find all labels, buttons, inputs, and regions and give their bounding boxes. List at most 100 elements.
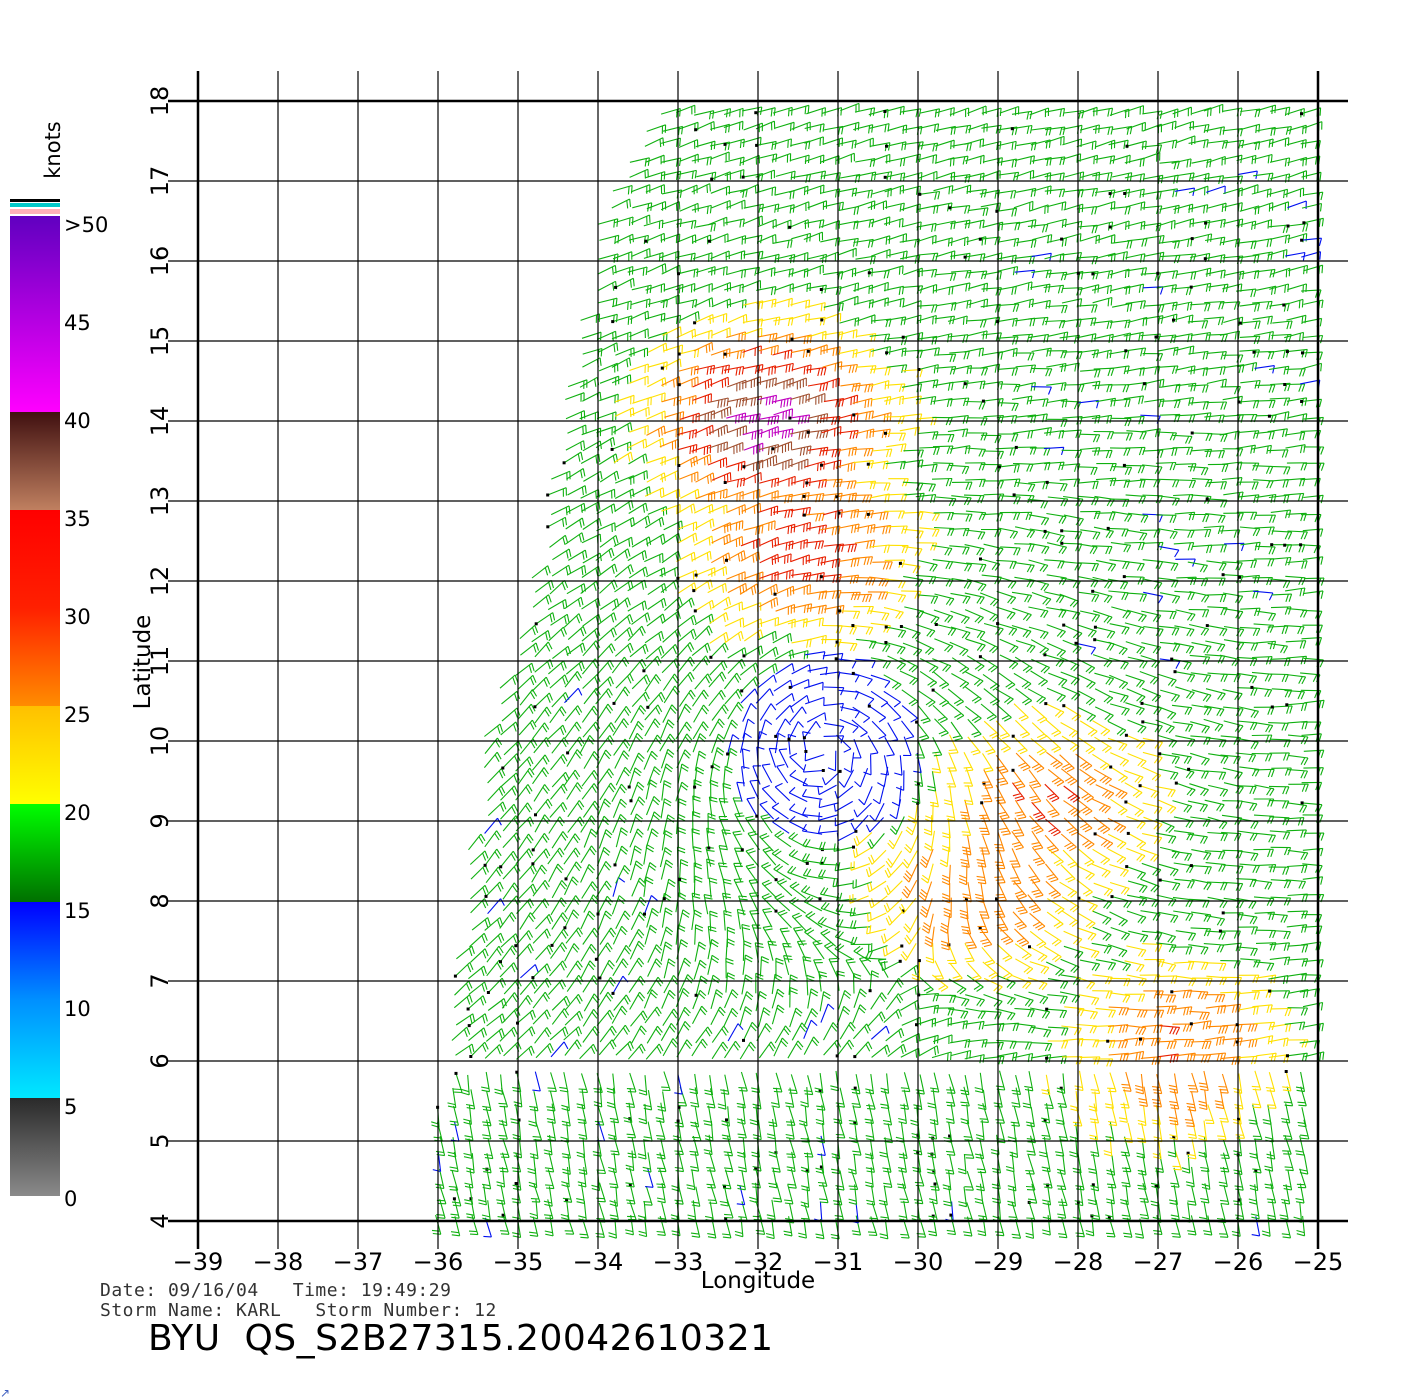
wind-barb-feather (512, 1235, 521, 1239)
wind-barb-feather (447, 1102, 456, 1106)
wind-barb (628, 733, 638, 752)
wind-barb-feather (651, 907, 660, 914)
wind-barb-feather (1042, 1202, 1051, 1206)
wind-barb-feather (665, 763, 673, 770)
wind-barb (629, 1184, 636, 1205)
wind-barb-feather (1017, 785, 1026, 790)
wind-barb-feather (980, 1011, 986, 1020)
wind-barb-feather (545, 1187, 554, 1190)
wind-barb-feather (1267, 1214, 1276, 1218)
wind-barb-feather (638, 957, 645, 965)
wind-barb-feather (672, 1038, 679, 1045)
wind-barb-feather (1009, 1040, 1014, 1049)
wind-barb-feather (1252, 1168, 1261, 1171)
wind-barb-feather (1106, 902, 1113, 910)
wind-barb (855, 1203, 859, 1224)
wind-barb-feather (904, 873, 911, 880)
wind-barb-feather (1304, 784, 1309, 792)
wind-barb-feather (1039, 996, 1046, 1004)
wind-barb-feather (1200, 788, 1206, 796)
wind-barb-feather (1051, 813, 1060, 818)
wind-barb-feather (853, 936, 858, 945)
wind-barb-feather (1205, 900, 1210, 908)
wind-barb-feather (559, 981, 564, 990)
wind-barb-feather (435, 1150, 444, 1154)
wind-barb-feather (703, 1123, 712, 1126)
wind-barb-feather (471, 946, 475, 954)
wind-barb-feather (1170, 789, 1176, 798)
wind-barb-feather (1105, 934, 1112, 942)
wind-barb-feather (1064, 776, 1073, 782)
wind-barb-feather (832, 1022, 839, 1029)
wind-barb-feather (1171, 1217, 1180, 1221)
wind-barb-feather (1044, 1043, 1050, 1052)
wind-barb-feather (942, 845, 950, 849)
wind-barb-feather (865, 1167, 874, 1170)
wind-barb-feather (720, 1044, 727, 1052)
wind-barb-feather (639, 991, 646, 999)
wind-barb-feather (1170, 1182, 1179, 1185)
wind-barb-feather (1249, 916, 1255, 924)
wind-barb-feather (1041, 983, 1048, 991)
wind-barb-feather (1252, 1088, 1261, 1091)
wind-barb-feather (981, 781, 990, 784)
wind-barb-feather (548, 944, 554, 953)
wind-barb-feather (865, 824, 871, 833)
wind-barb-feather (739, 898, 748, 901)
wind-barb-feather (1007, 1200, 1016, 1204)
wind-barb-feather (1121, 1106, 1130, 1109)
wind-barb-feather (664, 850, 672, 856)
wind-barb-feather (1150, 1200, 1159, 1204)
wind-barb-feather (1202, 804, 1208, 813)
rain-flag-marker (931, 1214, 935, 1218)
wind-barb-feather (1136, 871, 1143, 879)
wind-barb-feather (635, 860, 643, 867)
wind-barb-feather (792, 883, 800, 889)
wind-barb-feather (1201, 1170, 1210, 1173)
wind-barb-feather (960, 1089, 969, 1093)
wind-barb-feather (1123, 870, 1129, 878)
wind-barb-feather (1139, 934, 1146, 942)
wind-barb-feather (499, 1105, 508, 1108)
wind-barb-feather (482, 1044, 487, 1052)
rain-flag-marker (517, 1118, 521, 1122)
wind-barb-feather (833, 843, 836, 852)
wind-barb-feather (1253, 853, 1259, 862)
wind-barb-feather (1254, 1056, 1258, 1065)
wind-barb-feather (1001, 1056, 1005, 1065)
wind-barb-feather (963, 766, 972, 769)
wind-barb-feather (1026, 1150, 1035, 1153)
wind-barb-feather (512, 935, 517, 944)
wind-barb-feather (1204, 962, 1209, 971)
wind-barb-feather (723, 895, 732, 899)
wind-barb-feather (766, 1236, 775, 1240)
wind-barb-feather (604, 832, 612, 839)
wind-barb (469, 932, 485, 948)
wind-barb-feather (1150, 790, 1157, 798)
wind-barb-feather (830, 1085, 839, 1089)
wind-barb-feather (737, 1121, 746, 1125)
wind-barb (548, 1186, 553, 1207)
wind-barb-feather (901, 1090, 910, 1093)
wind-barb-feather (512, 850, 518, 859)
wind-barb (502, 895, 517, 912)
wind-barb-feather (975, 896, 984, 900)
wind-barb-feather (945, 1118, 954, 1121)
wind-barb-feather (511, 945, 518, 953)
wind-barb-feather (998, 768, 1007, 772)
wind-barb-feather (565, 995, 571, 1004)
wind-barb-feather (928, 1230, 937, 1234)
wind-barb-feather (656, 1135, 665, 1137)
wind-barb-feather (964, 803, 973, 806)
wind-barb-feather (605, 945, 611, 953)
rain-flag-marker (1189, 864, 1193, 868)
wind-barb-feather (1251, 1039, 1255, 1048)
wind-barb-feather (608, 1232, 617, 1236)
wind-barb (711, 733, 719, 754)
wind-barb-feather (801, 1141, 810, 1143)
wind-barb-feather (626, 1133, 635, 1136)
wind-barb-feather (934, 975, 943, 977)
wind-barb-feather (1170, 936, 1177, 944)
wind-barb-feather (1266, 788, 1272, 796)
wind-barb-feather (795, 929, 804, 932)
